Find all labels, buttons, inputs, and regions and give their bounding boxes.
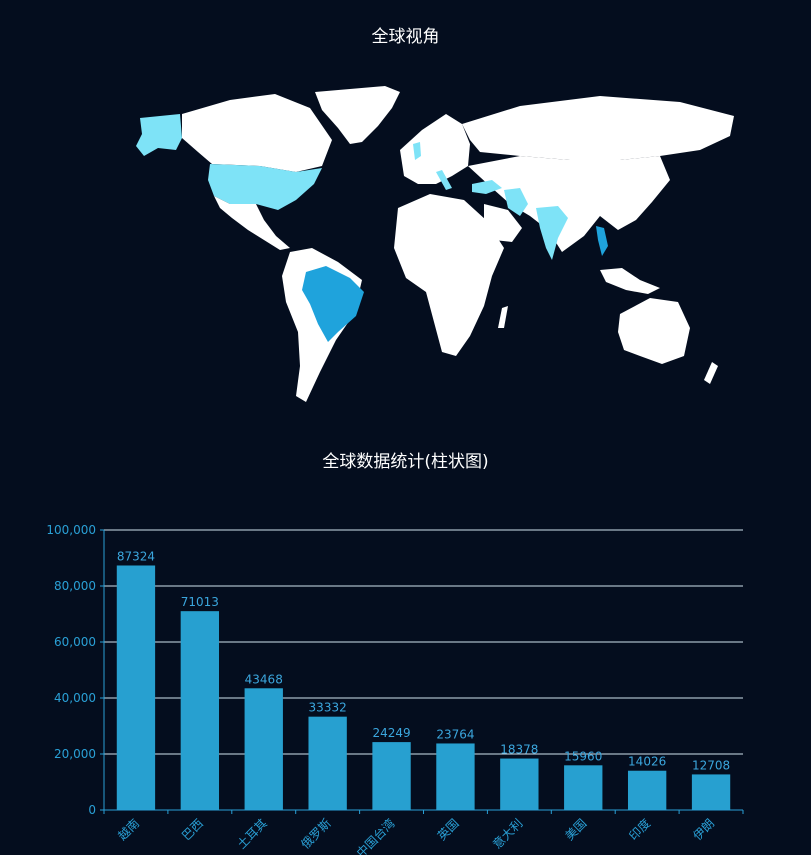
map-asia [468, 156, 670, 252]
map-canada [182, 94, 332, 172]
map-africa [394, 194, 504, 356]
map-alaska [136, 114, 182, 156]
map-uk [413, 142, 421, 160]
x-tick-label: 巴西 [179, 816, 206, 843]
bar[interactable] [564, 765, 603, 810]
y-tick-label: 80,000 [54, 579, 96, 593]
x-tick-label: 土耳其 [235, 816, 270, 851]
bar-value-label: 23764 [436, 727, 474, 741]
bar[interactable] [308, 716, 347, 810]
bar-value-label: 33332 [309, 701, 347, 715]
bar[interactable] [244, 688, 283, 810]
map-central-america [214, 196, 290, 250]
map-japan [644, 180, 656, 206]
x-tick-label: 中国台湾 [353, 816, 398, 855]
x-tick-label: 英国 [435, 816, 462, 843]
y-tick-label: 20,000 [54, 747, 96, 761]
map-brazil [302, 266, 364, 342]
map-usa [208, 164, 322, 210]
bar-value-label: 15960 [564, 749, 602, 763]
bar-value-label: 14026 [628, 755, 666, 769]
bar[interactable] [116, 565, 156, 810]
map-indonesia [600, 268, 660, 294]
bar[interactable] [372, 742, 411, 810]
map-iran [504, 188, 528, 216]
y-tick-label: 60,000 [54, 635, 96, 649]
map-turkey [472, 180, 502, 194]
world-map[interactable] [100, 80, 740, 410]
map-russia [462, 96, 734, 160]
bar-value-label: 18378 [500, 743, 538, 757]
y-tick-label: 40,000 [54, 691, 96, 705]
bar-value-label: 43468 [245, 672, 283, 686]
map-new-zealand [704, 362, 718, 384]
bar[interactable] [436, 743, 475, 810]
map-vietnam [596, 226, 608, 256]
bar[interactable] [691, 774, 731, 810]
y-tick-label: 0 [88, 803, 96, 817]
bar-chart-title: 全球数据统计(柱状图) [322, 452, 489, 472]
y-tick-label: 100,000 [46, 523, 96, 537]
x-tick-label: 意大利 [489, 816, 525, 852]
map-title: 全球视角 [371, 27, 440, 47]
x-tick-label: 俄罗斯 [298, 816, 333, 851]
map-greenland [315, 86, 400, 144]
map-italy [436, 170, 452, 190]
bar-value-label: 12708 [692, 758, 730, 772]
map-europe [400, 114, 470, 184]
bar-value-label: 71013 [181, 595, 219, 609]
bar[interactable] [500, 758, 539, 810]
bar-value-label: 24249 [372, 726, 410, 740]
x-tick-label: 美国 [562, 816, 589, 843]
x-tick-label: 印度 [626, 816, 654, 844]
map-madagascar [498, 306, 508, 328]
x-tick-label: 越南 [114, 816, 142, 844]
x-tick-label: 伊朗 [690, 816, 717, 843]
bar[interactable] [627, 770, 667, 810]
map-india [536, 206, 568, 260]
bar-value-label: 87324 [117, 549, 155, 563]
map-australia [618, 298, 690, 364]
bar[interactable] [180, 611, 220, 810]
